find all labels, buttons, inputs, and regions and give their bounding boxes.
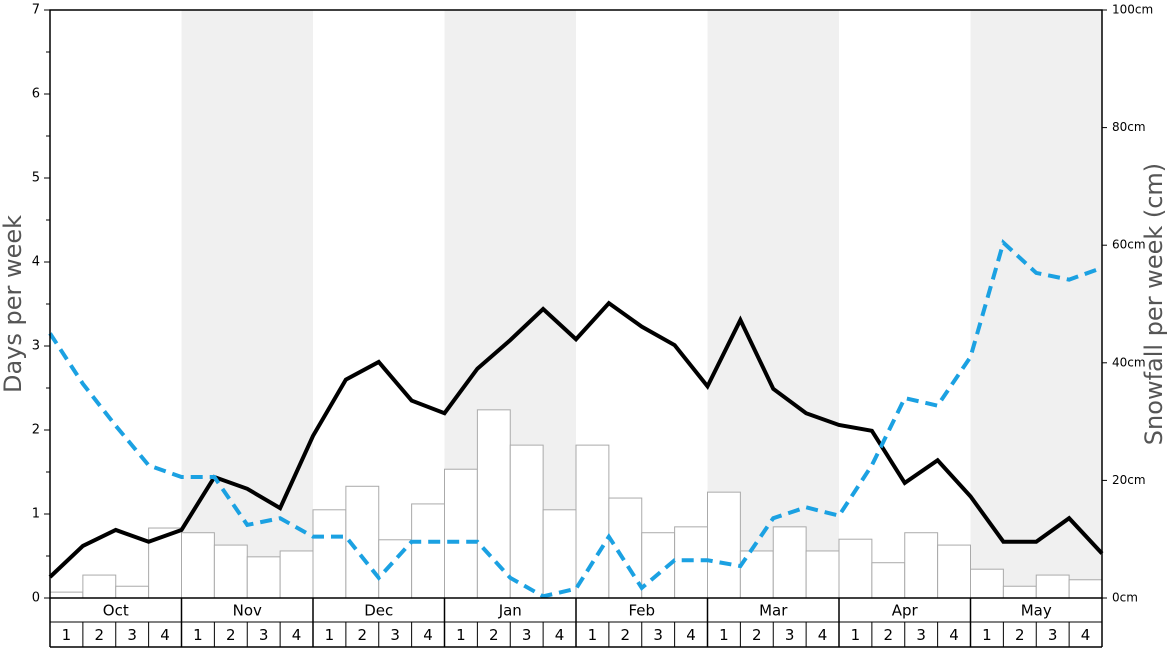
snowfall-bar xyxy=(1035,574,1070,599)
month-label: Nov xyxy=(233,602,262,620)
y-tick-label: 5 xyxy=(32,171,40,186)
snowfall-bar xyxy=(937,544,971,599)
week-label: 2 xyxy=(358,626,368,644)
week-label: 1 xyxy=(982,626,992,644)
y-tick-label: 7 xyxy=(32,3,40,18)
week-label: 1 xyxy=(62,626,72,644)
week-label: 2 xyxy=(95,626,105,644)
snowfall-bar xyxy=(246,556,281,599)
week-label: 4 xyxy=(292,626,302,644)
background xyxy=(181,10,1102,598)
week-label: 4 xyxy=(686,626,696,644)
snowfall-bar xyxy=(411,503,445,599)
snowfall-bar xyxy=(772,526,807,599)
month-label: May xyxy=(1021,602,1052,620)
snowfall-bar xyxy=(312,509,347,599)
snowfall-bar xyxy=(970,568,1004,599)
snowfall-bar xyxy=(707,491,741,599)
week-label: 3 xyxy=(653,626,663,644)
week-label: 2 xyxy=(752,626,762,644)
week-label: 1 xyxy=(719,626,729,644)
y-tick-label: 6 xyxy=(32,87,40,102)
y2-tick-label: 0cm xyxy=(1112,591,1138,605)
snowfall-bar xyxy=(82,574,117,599)
week-label: 2 xyxy=(621,626,631,644)
snowfall-bar xyxy=(444,468,478,599)
y-tick-label: 0 xyxy=(32,591,40,606)
snowfall-bar xyxy=(213,544,248,599)
month-label: Jan xyxy=(498,602,522,620)
snowfall-bar xyxy=(115,585,150,599)
snowfall-bar xyxy=(181,532,215,599)
week-label: 4 xyxy=(1081,626,1091,644)
y2-tick-label: 40cm xyxy=(1112,355,1146,369)
snowfall-bar xyxy=(805,550,840,599)
week-label: 1 xyxy=(851,626,861,644)
y2-tick-label: 100cm xyxy=(1112,3,1153,17)
solid-line xyxy=(48,300,1104,579)
week-label: 3 xyxy=(390,626,400,644)
snowfall-bar xyxy=(49,591,84,599)
y-tick-label: 1 xyxy=(32,507,40,522)
snowfall-bar xyxy=(674,526,708,599)
week-label: 3 xyxy=(259,626,269,644)
snowfall-bar xyxy=(838,538,873,599)
snowfall-bar xyxy=(509,444,544,599)
y2-tick-label: 60cm xyxy=(1112,238,1146,252)
y2-tick-label: 20cm xyxy=(1112,473,1146,487)
week-label: 3 xyxy=(522,626,532,644)
week-label: 3 xyxy=(916,626,926,644)
month-label: Mar xyxy=(759,602,788,620)
snowfall-bar xyxy=(378,539,413,599)
month-label: Dec xyxy=(364,602,393,620)
week-label: 3 xyxy=(785,626,795,644)
y-axis-title: Days per week xyxy=(0,215,27,393)
week-label: 2 xyxy=(884,626,894,644)
month-label: Oct xyxy=(103,602,129,620)
month-label: Apr xyxy=(892,602,919,620)
week-label: 4 xyxy=(160,626,170,644)
y-tick-label: 3 xyxy=(32,339,40,354)
dashed-line xyxy=(48,239,1103,599)
week-label: 2 xyxy=(489,626,499,644)
month-shade xyxy=(181,10,313,598)
week-label: 3 xyxy=(1048,626,1058,644)
month-shade xyxy=(970,10,1102,598)
snowfall-bar xyxy=(1002,585,1037,599)
y-tick-label: 4 xyxy=(32,255,40,270)
week-label: 1 xyxy=(325,626,335,644)
snowfall-bar xyxy=(1068,579,1103,599)
y-tick-label: 2 xyxy=(32,423,40,438)
week-label: 4 xyxy=(949,626,959,644)
week-label: 4 xyxy=(423,626,433,644)
week-label: 1 xyxy=(193,626,203,644)
week-label: 2 xyxy=(226,626,236,644)
y2-tick-label: 80cm xyxy=(1112,120,1146,134)
week-label: 3 xyxy=(127,626,137,644)
week-label: 4 xyxy=(818,626,828,644)
month-label: Feb xyxy=(628,602,655,620)
y2-axis-title: Snowfall per week (cm) xyxy=(1140,163,1168,445)
snowfall-bar xyxy=(476,409,511,599)
snowfall-bar xyxy=(542,509,577,599)
week-label: 2 xyxy=(1015,626,1025,644)
snowfall-bar xyxy=(279,550,314,599)
week-label: 4 xyxy=(555,626,565,644)
snowfall-bar xyxy=(575,444,610,599)
week-label: 1 xyxy=(456,626,466,644)
week-label: 1 xyxy=(588,626,598,644)
snowfall-bar xyxy=(904,532,939,599)
snowfall-bar xyxy=(871,562,906,599)
